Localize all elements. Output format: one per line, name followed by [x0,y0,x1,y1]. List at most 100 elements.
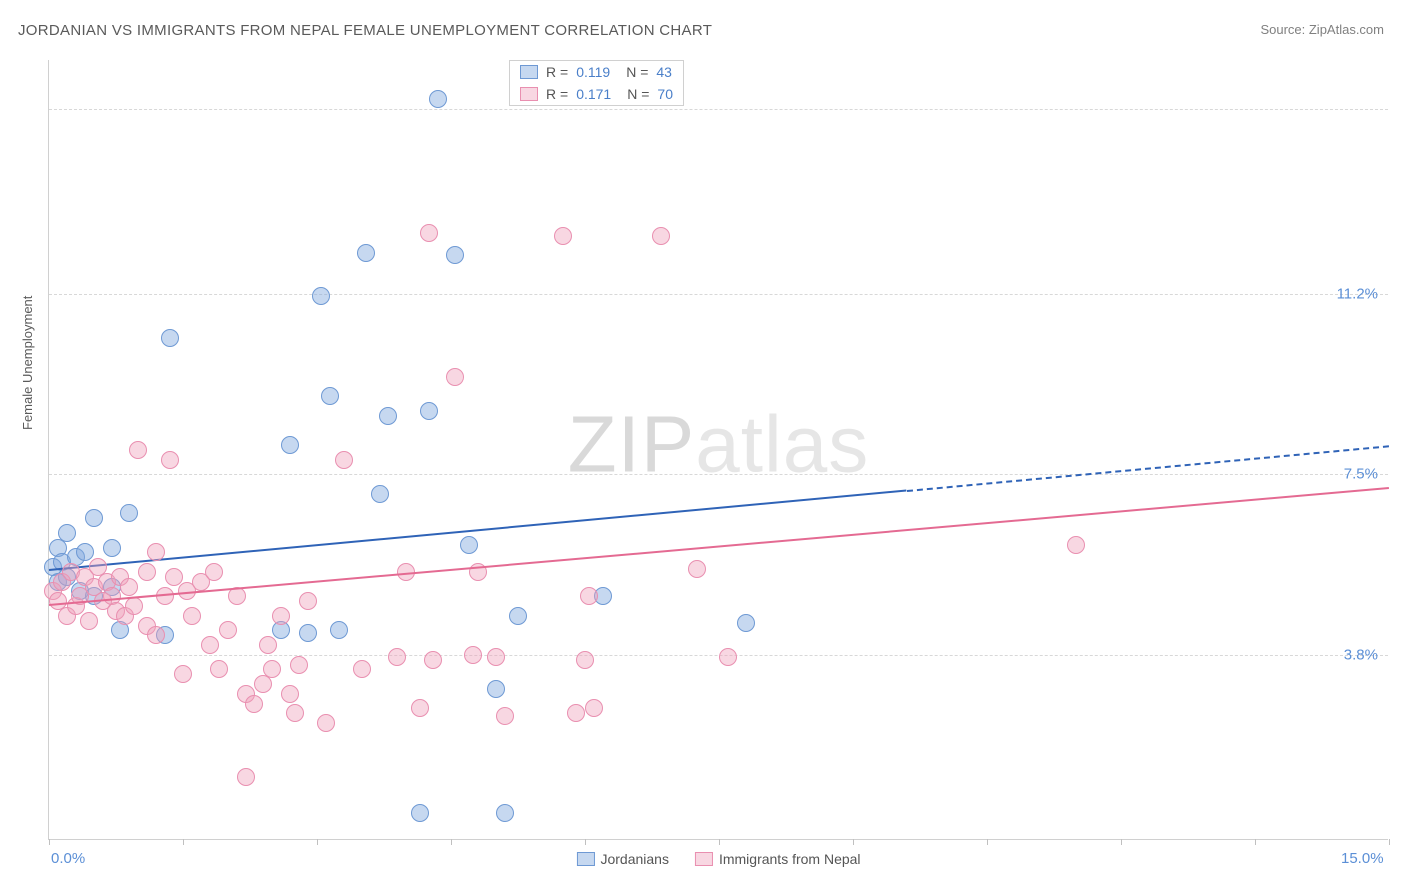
trend-line-nepal [49,487,1389,606]
n-label: N = [627,86,649,102]
data-point-nepal [290,656,308,674]
data-point-nepal [580,587,598,605]
trend-line-jordanians-dashed [907,445,1390,492]
data-point-nepal [317,714,335,732]
data-point-nepal [424,651,442,669]
data-point-nepal [120,578,138,596]
x-tick [317,839,318,845]
data-point-nepal [1067,536,1085,554]
data-point-nepal [652,227,670,245]
y-tick-label: 7.5% [1344,466,1378,483]
data-point-jordanians [312,287,330,305]
data-point-jordanians [496,804,514,822]
legend-label-nepal: Immigrants from Nepal [719,851,861,867]
data-point-jordanians [411,804,429,822]
data-point-jordanians [281,436,299,454]
data-point-nepal [688,560,706,578]
x-tick [719,839,720,845]
source-attribution: Source: ZipAtlas.com [1260,22,1384,37]
data-point-nepal [129,441,147,459]
chart-title: JORDANIAN VS IMMIGRANTS FROM NEPAL FEMAL… [18,22,712,39]
y-tick-label: 3.8% [1344,646,1378,663]
x-tick [853,839,854,845]
swatch-jordanians [520,65,538,79]
data-point-jordanians [379,407,397,425]
n-value-nepal: 70 [657,86,673,102]
x-tick [1255,839,1256,845]
r-value-jordanians: 0.119 [576,64,610,80]
n-label: N = [626,64,648,80]
data-point-nepal [165,568,183,586]
data-point-nepal [161,451,179,469]
data-point-nepal [147,543,165,561]
data-point-nepal [201,636,219,654]
data-point-jordanians [737,614,755,632]
x-tick [585,839,586,845]
data-point-jordanians [85,509,103,527]
data-point-nepal [420,224,438,242]
data-point-jordanians [299,624,317,642]
data-point-nepal [281,685,299,703]
data-point-nepal [335,451,353,469]
swatch-jordanians [576,852,594,866]
data-point-jordanians [357,244,375,262]
legend-item-nepal: Immigrants from Nepal [695,851,861,867]
data-point-nepal [245,695,263,713]
data-point-nepal [567,704,585,722]
correlation-legend-row-jordanians: R = 0.119 N = 43 [510,61,683,83]
source-prefix: Source: [1260,22,1308,37]
data-point-nepal [299,592,317,610]
data-point-jordanians [509,607,527,625]
legend-label-jordanians: Jordanians [600,851,669,867]
data-point-nepal [80,612,98,630]
x-tick-label: 15.0% [1341,850,1384,867]
data-point-nepal [411,699,429,717]
swatch-nepal [520,87,538,101]
data-point-jordanians [487,680,505,698]
x-tick [1389,839,1390,845]
data-point-nepal [585,699,603,717]
swatch-nepal [695,852,713,866]
r-label: R = [546,86,568,102]
correlation-legend-row-nepal: R = 0.171 N = 70 [510,83,683,105]
data-point-nepal [219,621,237,639]
data-point-nepal [554,227,572,245]
r-label: R = [546,64,568,80]
x-tick [49,839,50,845]
r-value-nepal: 0.171 [576,86,611,102]
x-tick-label: 0.0% [51,850,85,867]
data-point-nepal [237,768,255,786]
data-point-nepal [263,660,281,678]
data-point-jordanians [429,90,447,108]
n-value-jordanians: 43 [656,64,672,80]
data-point-jordanians [58,524,76,542]
y-tick-label: 11.2% [1337,286,1378,303]
data-point-nepal [183,607,201,625]
y-axis-label: Female Unemployment [20,296,35,430]
data-point-nepal [446,368,464,386]
data-point-jordanians [161,329,179,347]
data-point-nepal [719,648,737,666]
data-point-nepal [464,646,482,664]
data-point-jordanians [420,402,438,420]
data-point-jordanians [460,536,478,554]
data-point-jordanians [371,485,389,503]
data-point-nepal [210,660,228,678]
x-tick [987,839,988,845]
gridline [49,294,1388,295]
data-point-nepal [272,607,290,625]
data-point-jordanians [446,246,464,264]
data-point-nepal [174,665,192,683]
data-point-nepal [496,707,514,725]
scatter-plot-area: ZIPatlas R = 0.119 N = 43 R = 0.171 N = … [48,60,1388,840]
data-point-nepal [205,563,223,581]
watermark: ZIPatlas [568,398,869,490]
x-tick [1121,839,1122,845]
gridline [49,109,1388,110]
data-point-nepal [259,636,277,654]
data-point-nepal [388,648,406,666]
data-point-nepal [576,651,594,669]
data-point-jordanians [321,387,339,405]
x-tick [451,839,452,845]
data-point-nepal [147,626,165,644]
